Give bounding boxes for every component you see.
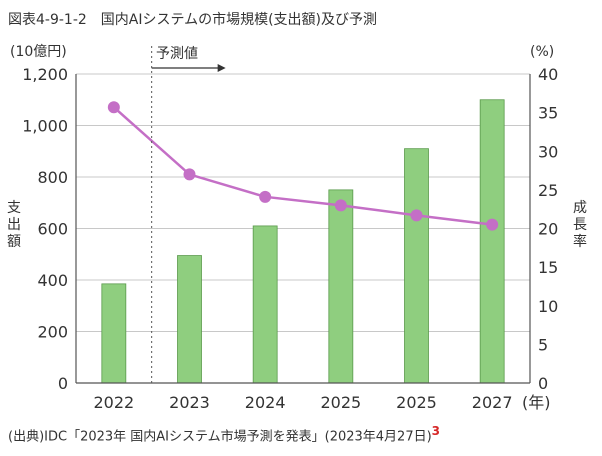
category-label: 2022	[93, 393, 134, 412]
right-tick-label: 30	[538, 142, 558, 161]
growth-rate-point	[486, 218, 499, 231]
x-axis-unit: (年)	[522, 393, 551, 412]
left-tick-label: 1,000	[22, 117, 68, 136]
right-tick-label: 15	[538, 258, 558, 277]
growth-rate-line	[113, 106, 493, 226]
growth-rate-point	[107, 101, 120, 114]
right-tick-label: 0	[538, 374, 548, 393]
bar	[328, 189, 354, 384]
right-tick-label: 40	[538, 65, 558, 84]
bar	[404, 148, 429, 384]
growth-rate-point	[334, 199, 347, 212]
category-label: 2027	[472, 393, 513, 412]
bar	[101, 283, 127, 384]
forecast-indicator	[151, 46, 226, 383]
left-tick-label: 1,200	[22, 65, 68, 84]
left-axis-unit: (10億円)	[10, 44, 67, 60]
forecast-label: 予測値	[156, 46, 198, 62]
right-axis-label-char: 成	[573, 200, 587, 216]
source-note: (出典)IDC「2023年 国内AIシステム市場予測を発表」(2023年4月27…	[8, 424, 440, 444]
bar	[252, 225, 278, 384]
grid-lines	[76, 73, 530, 332]
source-text: (出典)IDC「2023年 国内AIシステム市場予測を発表」(2023年4月27…	[8, 429, 432, 445]
category-label: 2025	[396, 393, 437, 412]
right-axis-unit: (%)	[530, 44, 554, 60]
right-tick-label: 25	[538, 181, 558, 200]
source-footnote: 3	[431, 424, 441, 438]
right-tick-label: 5	[538, 335, 548, 354]
right-tick-label: 35	[538, 104, 558, 123]
left-axis-label-char: 支	[7, 200, 21, 216]
forecast-arrow-head	[217, 64, 226, 72]
growth-rate-point	[259, 190, 272, 203]
market-size-chart: 図表4-9-1-2 国内AIシステムの市場規模(支出額)及び予測 0200400…	[7, 11, 587, 412]
axes: 02004006008001,0001,20005101520253035402…	[22, 65, 558, 412]
bar	[177, 255, 202, 384]
growth-rate-series	[107, 101, 499, 231]
category-label: 2024	[245, 393, 286, 412]
bar	[479, 99, 505, 384]
right-axis-label-char: 率	[573, 233, 587, 250]
figure-title: 図表4-9-1-2 国内AIシステムの市場規模(支出額)及び予測	[8, 11, 377, 28]
right-axis-label-char: 長	[573, 217, 587, 233]
growth-rate-point	[183, 168, 196, 181]
left-tick-label: 200	[37, 323, 68, 342]
left-axis-label-char: 出	[7, 217, 21, 233]
left-axis-label-char: 額	[7, 234, 21, 250]
right-tick-label: 20	[538, 220, 558, 239]
left-tick-label: 400	[37, 271, 68, 290]
left-tick-label: 0	[58, 374, 68, 393]
right-tick-label: 10	[538, 297, 558, 316]
bar-series	[101, 99, 505, 384]
growth-rate-point	[410, 209, 423, 222]
right-axis-label: 成長率	[573, 200, 587, 250]
category-label: 2025	[320, 393, 361, 412]
left-tick-label: 800	[37, 168, 68, 187]
left-axis-label: 支出額	[7, 200, 21, 250]
left-tick-label: 600	[37, 220, 68, 239]
category-label: 2023	[169, 393, 210, 412]
